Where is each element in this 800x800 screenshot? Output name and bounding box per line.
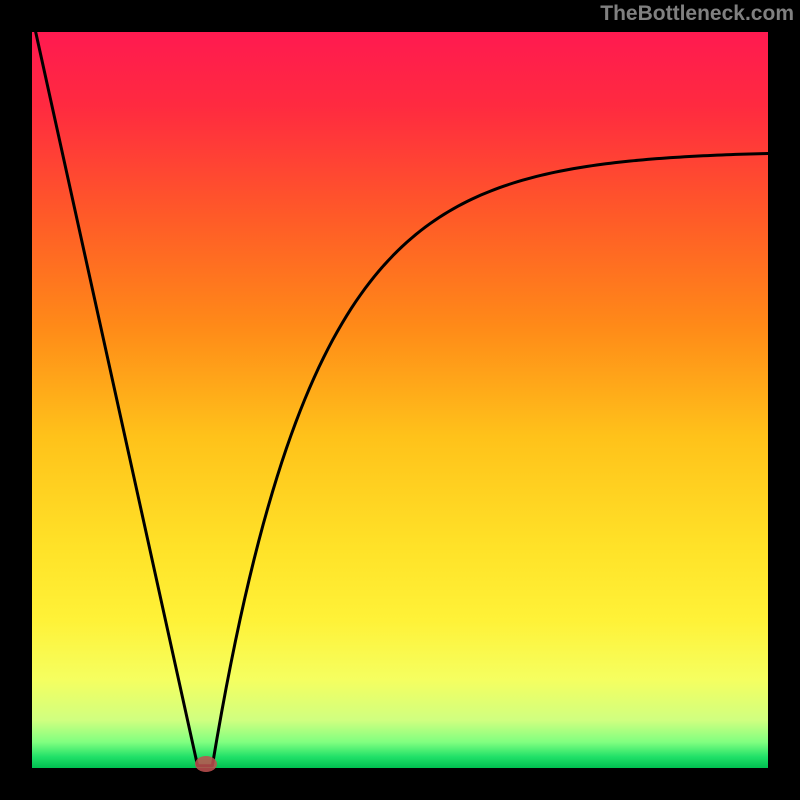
bottleneck-curve <box>32 32 768 768</box>
chart-frame: TheBottleneck.com <box>0 0 800 800</box>
plot-area <box>32 32 768 768</box>
optimum-marker <box>195 756 217 772</box>
watermark-text: TheBottleneck.com <box>600 2 794 26</box>
